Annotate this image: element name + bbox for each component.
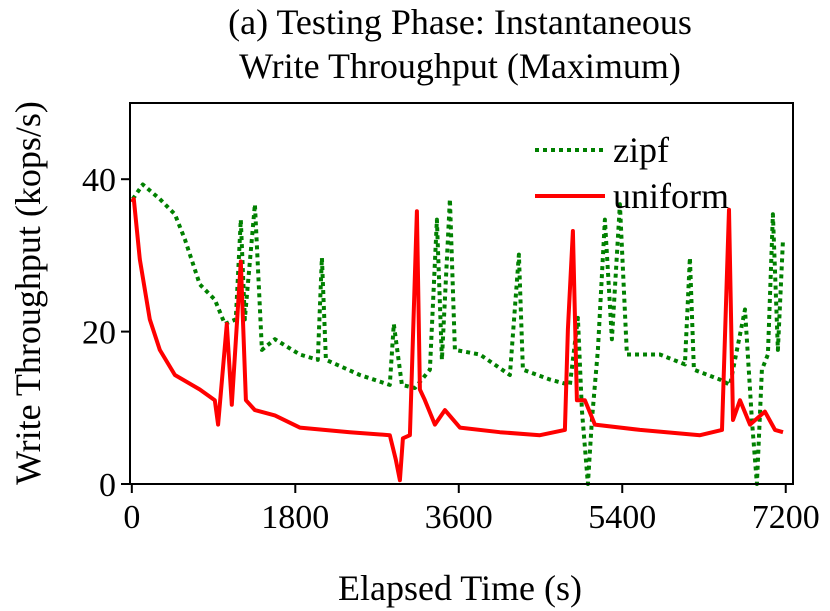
- chart-title: Write Throughput (Maximum): [239, 46, 681, 86]
- data-line: [131, 182, 785, 486]
- legend-label: zipf: [613, 130, 669, 170]
- data-line: [130, 197, 784, 483]
- x-tick-label: 0: [123, 499, 140, 536]
- y-tick-label: 20: [82, 315, 116, 352]
- x-tick-label: 7200: [752, 499, 820, 536]
- x-tick-label: 1800: [261, 499, 329, 536]
- y-tick-label: 40: [82, 162, 116, 199]
- x-tick-label: 5400: [588, 499, 656, 536]
- x-tick-label: 3600: [425, 499, 493, 536]
- y-axis-label: Write Throughput (kops/s): [8, 101, 48, 485]
- plot-frame: [129, 102, 794, 485]
- y-tick-label: 0: [99, 467, 116, 504]
- legend-label: uniform: [613, 176, 729, 216]
- x-axis-label: Elapsed Time (s): [338, 568, 582, 608]
- chart-title: (a) Testing Phase: Instantaneous: [228, 2, 692, 42]
